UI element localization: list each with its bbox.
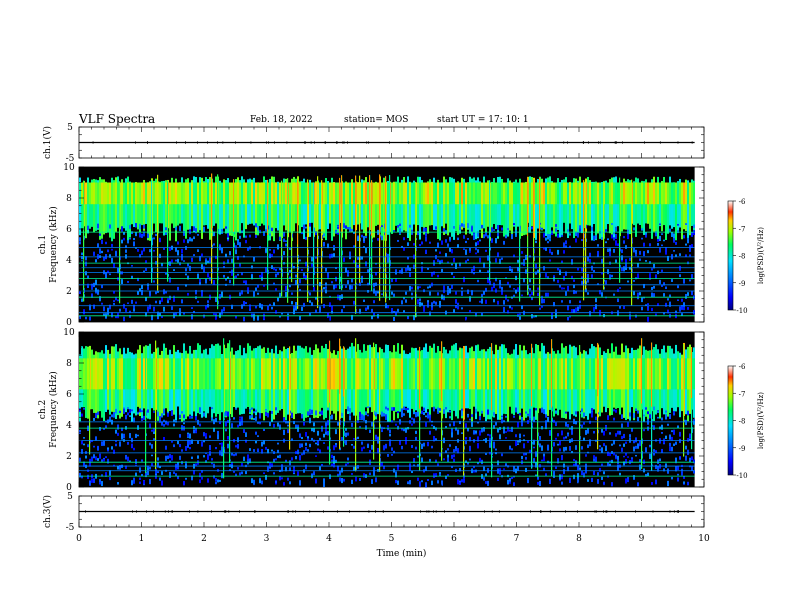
ch1-spectrogram-ytick-label: 0 xyxy=(66,318,72,328)
ch2-spectrogram-colorbar-tick: -7 xyxy=(739,390,746,398)
ch2-spectrogram-image xyxy=(79,332,695,488)
ch1-spectrogram-ytick-label: 8 xyxy=(66,194,72,204)
ch1-spectrogram-image xyxy=(79,167,695,322)
time-tick-label: 10 xyxy=(698,534,710,544)
time-tick-label: 8 xyxy=(576,534,582,544)
ch2-spectrogram-ytick-label: 2 xyxy=(66,452,72,462)
ch3-waveform-ytick-label: 5 xyxy=(67,492,73,502)
ch2-spectrogram-ylabel-channel: ch.2 xyxy=(38,400,48,419)
ch2-spectrogram-ytick-label: 8 xyxy=(66,359,72,369)
ch2-spectrogram-ytick-label: 0 xyxy=(66,483,72,493)
ch1-spectrogram-panel: 0 2 4 6 8 10 ch.1 Frequency (kHz) xyxy=(38,163,705,328)
time-tick-label: 3 xyxy=(264,534,270,544)
ch2-spectrogram-colorbar-tick: -10 xyxy=(736,472,747,480)
time-tick-label: 5 xyxy=(389,534,395,544)
ch2-spectrogram-colorbar-label: log(PSD)(V²/Hz) xyxy=(757,392,765,449)
time-axis: 0 1 2 3 4 5 6 7 8 9 10 Time (min) xyxy=(76,534,710,559)
ch1-colorbar: -6 -7 -8 -9 -10 log(PSD)(V²/Hz) xyxy=(727,198,765,315)
ch3-waveform-ylabel: ch.3(V) xyxy=(42,495,53,528)
time-tick-label: 2 xyxy=(201,534,207,544)
ch1-spectrogram-ytick-label: 2 xyxy=(66,287,72,297)
ch2-colorbar: -6 -7 -8 -9 -10 log(PSD)(V²/Hz) xyxy=(727,363,765,480)
ch1-waveform-ytick-label: 5 xyxy=(67,123,73,133)
ch1-spectrogram-ytick-label: 4 xyxy=(66,256,72,266)
ch2-spectrogram-colorbar-tick: -9 xyxy=(739,445,746,453)
date-label: Feb. 18, 2022 xyxy=(250,115,313,125)
ch1-waveform-ytick-label: -5 xyxy=(66,154,75,164)
time-tick-label: 4 xyxy=(326,534,332,544)
ch1-spectrogram-ylabel-channel: ch.1 xyxy=(38,235,48,254)
ch1-spectrogram-colorbar-tick: -6 xyxy=(739,198,746,206)
ch2-spectrogram-ytick-label: 10 xyxy=(63,328,75,338)
time-tick-label: 6 xyxy=(451,534,457,544)
ch2-spectrogram-colorbar-tick: -6 xyxy=(739,363,746,371)
ch1-spectrogram-ytick-label: 6 xyxy=(66,225,72,235)
ch2-spectrogram-ytick-label: 4 xyxy=(66,421,72,431)
ch1-spectrogram-colorbar-tick: -8 xyxy=(739,253,746,261)
time-tick-label: 7 xyxy=(514,534,520,544)
start-time-label: start UT = 17: 10: 1 xyxy=(437,115,529,125)
ch2-spectrogram-colorbar-tick: -8 xyxy=(739,418,746,426)
ch1-spectrogram-colorbar-tick: -10 xyxy=(736,307,747,315)
ch2-spectrogram-ylabel-frequency: Frequency (kHz) xyxy=(48,371,59,448)
ch1-waveform-ylabel: ch.1(V) xyxy=(42,126,53,159)
time-tick-label: 1 xyxy=(139,534,145,544)
ch1-spectrogram-colorbar-tick: -9 xyxy=(739,280,746,288)
station-label: station= MOS xyxy=(344,115,409,125)
ch1-waveform-panel: 5 -5 ch.1(V) xyxy=(42,123,705,164)
ch3-waveform-ytick-label: -5 xyxy=(66,523,75,533)
time-tick-label: 9 xyxy=(639,534,645,544)
ch2-spectrogram-panel: 0 2 4 6 8 10 ch.2 Frequency (kHz) xyxy=(38,328,705,493)
ch2-spectrogram-ytick-label: 6 xyxy=(66,390,72,400)
time-axis-label: Time (min) xyxy=(377,548,427,559)
time-tick-label: 0 xyxy=(76,534,82,544)
chart-title: VLF Spectra xyxy=(79,112,156,126)
ch1-spectrogram-ylabel-frequency: Frequency (kHz) xyxy=(48,206,59,283)
ch3-waveform-panel: 5 -5 ch.3(V) xyxy=(42,492,705,533)
ch1-spectrogram-colorbar-label: log(PSD)(V²/Hz) xyxy=(757,227,765,284)
ch1-spectrogram-ytick-label: 10 xyxy=(63,163,75,173)
ch1-spectrogram-colorbar-tick: -7 xyxy=(739,225,746,233)
